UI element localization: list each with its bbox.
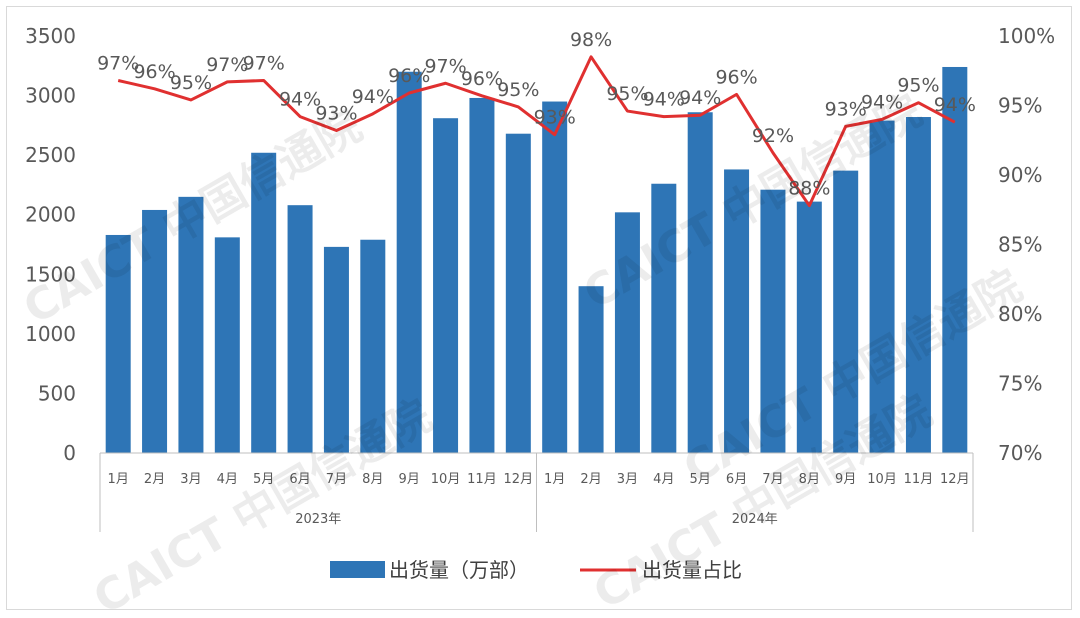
x-month-label: 10月 xyxy=(867,472,897,487)
share-data-label: 92% xyxy=(752,125,794,147)
chart-frame xyxy=(6,6,1072,610)
share-data-label: 96% xyxy=(133,61,175,83)
legend-line-label: 出货量占比 xyxy=(642,558,742,582)
shipment-bar xyxy=(796,201,822,453)
x-month-label: 7月 xyxy=(762,472,783,487)
shipment-bar xyxy=(542,101,568,454)
shipment-bar xyxy=(760,189,786,454)
x-month-label: 10月 xyxy=(431,472,461,487)
share-data-label: 96% xyxy=(388,65,430,87)
share-data-label: 97% xyxy=(97,52,139,74)
shipment-bar xyxy=(323,246,349,453)
x-month-label: 4月 xyxy=(653,472,674,487)
shipment-bar xyxy=(614,212,640,453)
share-data-label: 95% xyxy=(897,75,939,97)
share-data-label: 94% xyxy=(861,91,903,113)
shipment-bar xyxy=(360,239,386,453)
share-data-label: 97% xyxy=(206,54,248,76)
y-right-tick-label: 95% xyxy=(998,94,1042,118)
x-month-label: 7月 xyxy=(326,472,347,487)
x-month-label: 6月 xyxy=(289,472,310,487)
shipment-bar xyxy=(214,237,240,453)
x-month-label: 12月 xyxy=(940,472,970,487)
shipment-bar xyxy=(869,120,895,453)
share-data-label: 98% xyxy=(570,29,612,51)
shipment-bar xyxy=(833,170,859,454)
x-month-label: 2月 xyxy=(144,472,165,487)
shipment-bar xyxy=(505,133,531,453)
y-left-tick-label: 3500 xyxy=(25,24,76,48)
y-right-tick-label: 75% xyxy=(998,372,1042,396)
shipment-bar xyxy=(469,97,495,453)
x-month-label: 2月 xyxy=(580,472,601,487)
x-year-label: 2024年 xyxy=(732,512,778,527)
shipment-bar xyxy=(724,169,750,453)
y-right-tick-label: 80% xyxy=(998,302,1042,326)
share-data-label: 88% xyxy=(788,178,830,200)
y-left-tick-label: 0 xyxy=(63,441,76,465)
x-month-label: 8月 xyxy=(362,472,383,487)
y-left-tick-label: 1000 xyxy=(25,322,76,346)
share-data-label: 94% xyxy=(679,87,721,109)
share-line xyxy=(117,55,956,208)
shipment-bar xyxy=(178,196,204,454)
shipment-bar xyxy=(687,112,713,453)
y-right-tick-label: 100% xyxy=(998,24,1055,48)
share-data-label: 93% xyxy=(534,107,576,129)
x-month-label: 11月 xyxy=(904,472,934,487)
y-right-tick-label: 70% xyxy=(998,441,1042,465)
share-data-label: 96% xyxy=(715,66,757,88)
y-left-tick-label: 2000 xyxy=(25,203,76,227)
legend-bar-label: 出货量（万部） xyxy=(389,558,529,582)
share-data-label: 94% xyxy=(279,89,321,111)
shipment-bar xyxy=(142,209,168,453)
y-left-tick-label: 1500 xyxy=(25,262,76,286)
share-data-label: 97% xyxy=(424,55,466,77)
x-month-label: 5月 xyxy=(690,472,711,487)
shipment-bar xyxy=(105,234,131,453)
x-month-label: 9月 xyxy=(399,472,420,487)
x-month-label: 3月 xyxy=(180,472,201,487)
share-data-label: 95% xyxy=(606,83,648,105)
x-month-label: 11月 xyxy=(467,472,497,487)
share-data-label: 94% xyxy=(352,86,394,108)
shipment-bar xyxy=(905,117,931,453)
share-data-label: 95% xyxy=(170,72,212,94)
x-month-label: 5月 xyxy=(253,472,274,487)
x-month-label: 3月 xyxy=(617,472,638,487)
legend-bar-swatch xyxy=(330,561,385,578)
y-left-tick-label: 500 xyxy=(38,381,76,405)
y-left-tick-label: 2500 xyxy=(25,143,76,167)
share-data-label: 95% xyxy=(497,79,539,101)
y-left-tick-label: 3000 xyxy=(25,84,76,108)
x-month-label: 8月 xyxy=(799,472,820,487)
share-data-label: 93% xyxy=(825,98,867,120)
x-month-label: 6月 xyxy=(726,472,747,487)
share-data-label: 94% xyxy=(643,89,685,111)
share-data-label: 94% xyxy=(934,94,976,116)
shipment-bar xyxy=(396,71,422,453)
x-month-label: 4月 xyxy=(217,472,238,487)
x-year-label: 2023年 xyxy=(295,512,341,527)
shipment-bar xyxy=(651,183,677,454)
y-right-tick-label: 90% xyxy=(998,163,1042,187)
x-month-label: 9月 xyxy=(835,472,856,487)
shipment-bar xyxy=(578,286,604,453)
shipment-bar xyxy=(942,66,968,453)
share-data-label: 93% xyxy=(315,103,357,125)
shipment-bar xyxy=(251,152,277,453)
shipment-bar xyxy=(287,205,313,453)
share-data-label: 96% xyxy=(461,68,503,90)
x-month-label: 1月 xyxy=(108,472,129,487)
y-right-tick-label: 85% xyxy=(998,233,1042,257)
x-month-label: 12月 xyxy=(504,472,534,487)
share-data-label: 97% xyxy=(243,52,285,74)
shipment-bar xyxy=(433,118,459,454)
x-month-label: 1月 xyxy=(544,472,565,487)
